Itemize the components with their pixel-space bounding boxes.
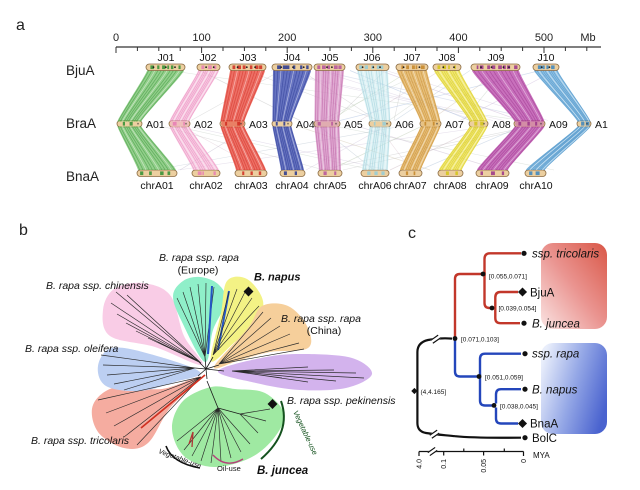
svg-text:a: a [16,17,25,34]
svg-text:BjuA: BjuA [66,63,95,78]
svg-text:(4,4.165]: (4,4.165] [421,389,447,396]
svg-text:Mb: Mb [580,32,595,44]
svg-text:200: 200 [278,32,296,44]
svg-text:BolC: BolC [532,433,557,445]
svg-text:J01: J01 [158,52,175,64]
svg-text:500: 500 [535,32,553,44]
svg-text:A09: A09 [549,119,568,131]
svg-text:A1: A1 [595,119,608,131]
svg-text:B. rapa ssp. chinensis: B. rapa ssp. chinensis [46,280,149,292]
svg-text:chrA05: chrA05 [313,180,346,192]
svg-text:Oil-use: Oil-use [217,464,241,473]
svg-text:A02: A02 [194,119,213,131]
svg-text:chrA10: chrA10 [519,180,552,192]
svg-text:J10: J10 [538,52,555,64]
svg-text:chrA04: chrA04 [275,180,308,192]
svg-text:[0.039,0.054]: [0.039,0.054] [499,306,537,313]
svg-text:400: 400 [449,32,467,44]
svg-text:A04: A04 [296,119,315,131]
svg-text:J02: J02 [200,52,217,64]
svg-text:[0.051,0.059]: [0.051,0.059] [485,375,523,382]
svg-text:A05: A05 [344,119,363,131]
svg-text:0: 0 [113,32,119,44]
svg-text:[0.055,0.071]: [0.055,0.071] [489,274,527,281]
svg-text:0.05: 0.05 [481,459,488,473]
svg-text:J08: J08 [439,52,456,64]
svg-text:J05: J05 [322,52,339,64]
svg-text:B. juncea: B. juncea [257,465,309,477]
svg-text:300: 300 [364,32,382,44]
svg-text:0.1: 0.1 [441,459,448,469]
svg-text:ssp. tricolaris: ssp. tricolaris [532,249,599,261]
svg-text:[0.071,0.103]: [0.071,0.103] [461,337,499,344]
svg-text:(Europe): (Europe) [178,265,219,277]
svg-text:c: c [408,225,416,242]
svg-text:b: b [19,222,28,239]
svg-text:BnaA: BnaA [530,419,558,431]
svg-text:100: 100 [192,32,210,44]
svg-text:chrA06: chrA06 [358,180,391,192]
svg-text:A03: A03 [249,119,268,131]
svg-text:(China): (China) [307,325,341,337]
svg-text:BjuA: BjuA [530,288,555,300]
svg-text:A01: A01 [146,119,165,131]
svg-text:4.0: 4.0 [417,459,424,469]
svg-text:J04: J04 [284,52,301,64]
svg-text:chrA07: chrA07 [393,180,426,192]
svg-text:MYA: MYA [533,451,550,460]
svg-text:B. rapa ssp. tricolaris: B. rapa ssp. tricolaris [31,435,130,447]
svg-text:chrA08: chrA08 [433,180,466,192]
svg-text:J03: J03 [240,52,257,64]
svg-text:J09: J09 [488,52,505,64]
svg-text:B. rapa ssp. rapa: B. rapa ssp. rapa [159,252,239,264]
svg-text:B. napus: B. napus [532,385,578,397]
svg-text:chrA02: chrA02 [189,180,222,192]
svg-text:A07: A07 [445,119,464,131]
svg-text:BnaA: BnaA [66,169,99,184]
svg-text:J07: J07 [404,52,421,64]
svg-text:B. rapa ssp. oleifera: B. rapa ssp. oleifera [25,343,119,355]
svg-text:ssp. rapa: ssp. rapa [532,349,579,361]
svg-text:B. juncea: B. juncea [532,319,580,331]
svg-text:BraA: BraA [66,116,96,131]
svg-text:B. rapa ssp. pekinensis: B. rapa ssp. pekinensis [287,395,396,407]
svg-text:chrA01: chrA01 [140,180,173,192]
svg-text:A06: A06 [395,119,414,131]
svg-text:chrA09: chrA09 [475,180,508,192]
svg-text:[0.038,0.045]: [0.038,0.045] [500,404,538,411]
svg-text:B. rapa ssp. rapa: B. rapa ssp. rapa [281,313,361,325]
svg-text:chrA03: chrA03 [234,180,267,192]
svg-text:A08: A08 [492,119,511,131]
svg-text:B. napus: B. napus [254,272,300,284]
svg-text:J06: J06 [364,52,381,64]
svg-text:0: 0 [521,459,528,463]
